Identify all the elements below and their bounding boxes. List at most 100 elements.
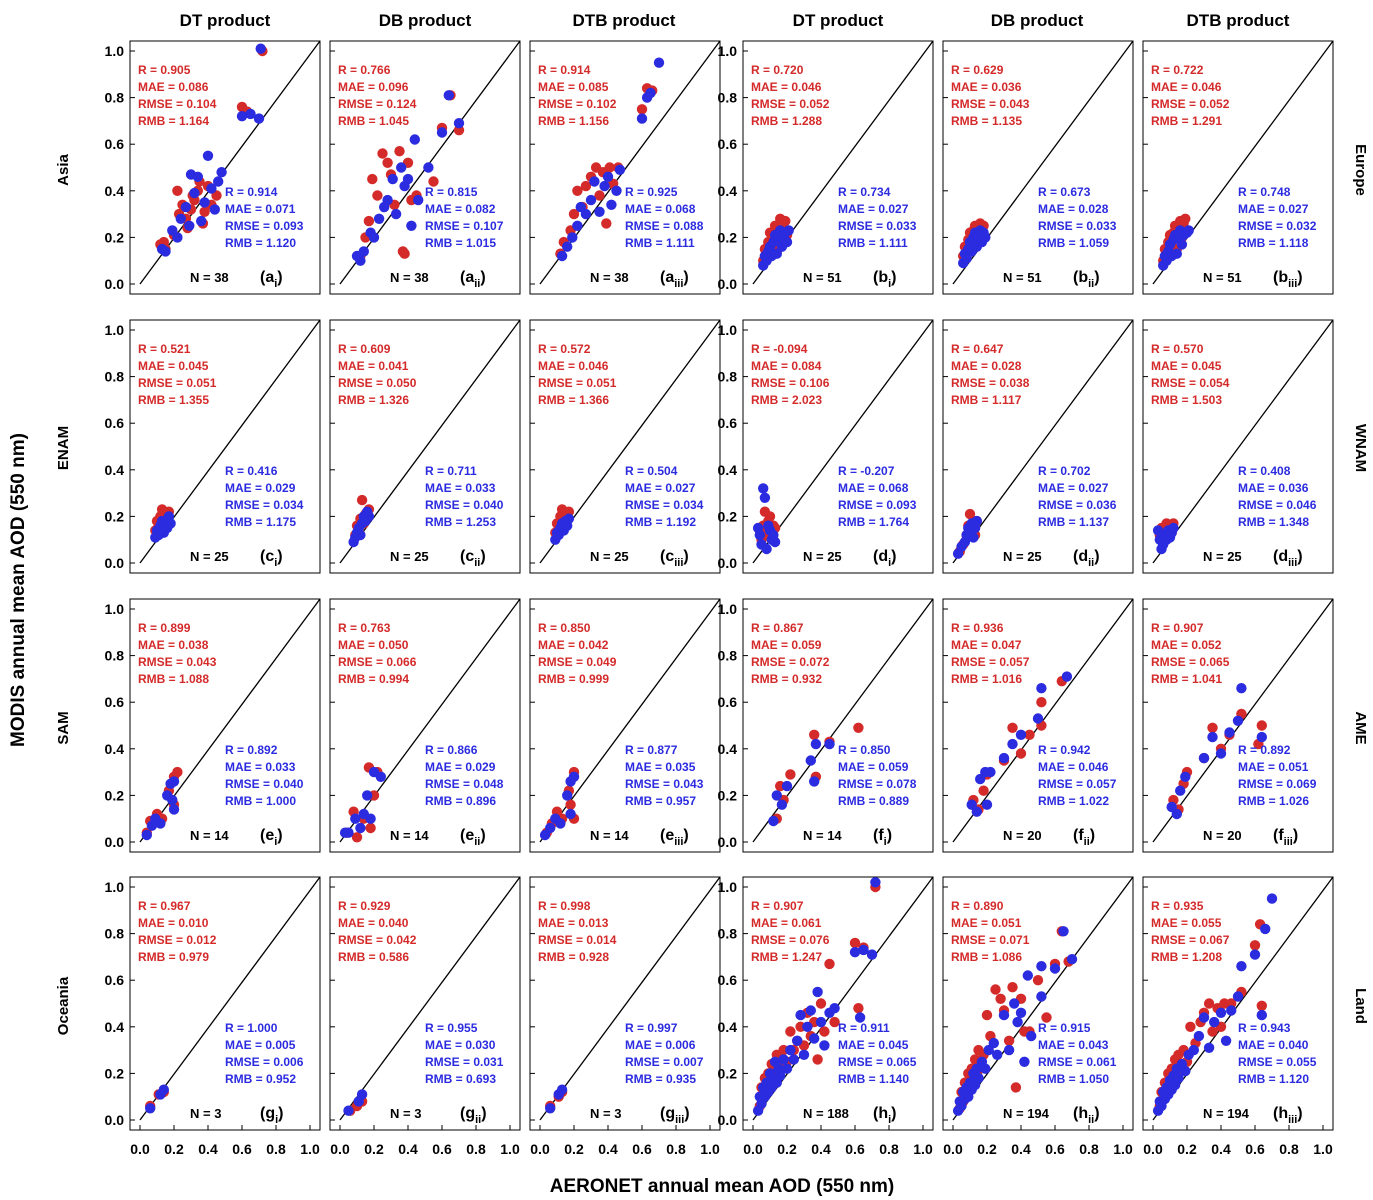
- red-point: [367, 173, 378, 185]
- blue-point: [213, 176, 224, 187]
- blue-stat-text: RMB = 1.764: [838, 515, 909, 529]
- blue-stat-text: R = 0.892: [1238, 743, 1291, 757]
- blue-point: [599, 180, 610, 192]
- blue-point: [1256, 731, 1268, 743]
- blue-point: [216, 167, 227, 178]
- one-to-one-line: [139, 876, 321, 1121]
- x-tick-label: 0.2: [364, 1141, 384, 1157]
- blue-stat-text: MAE = 0.051: [1238, 760, 1309, 774]
- red-stat-text: MAE = 0.046: [1151, 80, 1222, 94]
- panel-label: (eii): [460, 827, 486, 848]
- red-stat-text: RMSE = 0.043: [951, 97, 1030, 111]
- blue-stat-text: RMSE = 0.006: [225, 1055, 304, 1069]
- red-stat-text: R = -0.094: [751, 342, 808, 356]
- blue-stat-text: RMSE = 0.034: [625, 498, 704, 512]
- column-title: DTB product: [1187, 11, 1290, 30]
- blue-stat-text: RMSE = 0.065: [838, 1055, 917, 1069]
- red-point: [995, 993, 1006, 1004]
- red-point: [604, 162, 615, 173]
- red-stat-text: RMB = 2.023: [751, 393, 822, 407]
- blue-point: [1036, 991, 1047, 1002]
- blue-stat-text: RMB = 0.957: [625, 794, 696, 808]
- panel-frame: [1142, 40, 1334, 295]
- row-labels-left: Asia ENAM SAM Oceania: [55, 154, 72, 1036]
- blue-stat-text: R = 0.504: [625, 464, 678, 478]
- blue-point: [158, 1084, 169, 1095]
- red-stat-text: R = 0.929: [338, 899, 391, 913]
- panel-label: (ci): [260, 548, 283, 569]
- blue-point: [809, 1033, 820, 1044]
- blue-point: [565, 808, 576, 820]
- blue-point: [368, 232, 380, 243]
- blue-point: [1015, 1007, 1027, 1018]
- red-stat-text: RMB = 1.366: [538, 393, 609, 407]
- red-stat-text: R = 0.629: [951, 63, 1004, 77]
- blue-point: [355, 822, 366, 834]
- scatter-panel: 0.0 0.2 0.4 0.6 0.8 1.0 R = 0.890 MAE = 0.051 RM…: [942, 876, 1134, 1157]
- sample-count: N = 25: [1203, 549, 1242, 564]
- red-stat-text: RMSE = 0.106: [751, 376, 830, 390]
- panel-frame: [942, 40, 1134, 295]
- blue-point: [343, 1105, 354, 1116]
- red-point: [981, 1009, 993, 1021]
- x-tick-label: 0.6: [845, 1141, 865, 1157]
- sample-count: N = 38: [590, 270, 629, 285]
- scatter-panel: R = 0.763 MAE = 0.050 RMSE = 0.066 RMB = 0.…: [329, 598, 521, 853]
- x-tick-label: 0.8: [1279, 1141, 1299, 1157]
- red-stat-text: R = 0.935: [1151, 899, 1204, 913]
- red-stat-text: RMB = 1.117: [951, 393, 1022, 407]
- blue-point: [155, 818, 166, 829]
- blue-stat-text: MAE = 0.068: [838, 481, 909, 495]
- y-tick-label: 0.0: [105, 1112, 125, 1128]
- blue-point: [1036, 961, 1047, 972]
- blue-stat-text: RMB = 1.120: [225, 236, 296, 250]
- blue-point: [1209, 1016, 1220, 1028]
- red-point: [172, 766, 183, 778]
- red-stat-text: MAE = 0.084: [751, 359, 822, 373]
- panel-frame: [329, 319, 521, 574]
- row-label: WNAM: [1352, 424, 1369, 472]
- blue-point: [545, 1103, 556, 1114]
- blue-point: [1012, 1016, 1023, 1028]
- blue-stat-text: RMB = 0.889: [838, 794, 909, 808]
- sample-count: N = 38: [390, 270, 429, 285]
- blue-point: [562, 241, 573, 252]
- panels-grid: 0.0 0.2 0.4 0.6 0.8 1.0 R = 0.905 MAE = 0.086 RM…: [105, 40, 1334, 1157]
- blue-point: [971, 515, 982, 527]
- sample-count: N = 194: [1003, 1106, 1050, 1121]
- red-stat-text: RMB = 0.932: [751, 672, 822, 686]
- blue-point: [453, 118, 465, 129]
- blue-point: [783, 225, 794, 236]
- column-title: DTB product: [573, 11, 676, 30]
- blue-point: [556, 250, 568, 262]
- blue-point: [805, 1005, 816, 1016]
- x-axis-title: AERONET annual mean AOD (550 nm): [550, 1176, 895, 1197]
- blue-point: [795, 1009, 806, 1021]
- red-point: [363, 215, 375, 227]
- y-tick-label: 0.4: [105, 183, 125, 199]
- blue-point: [1061, 671, 1073, 682]
- blue-stat-text: RMB = 0.693: [425, 1072, 496, 1086]
- blue-stat-text: RMSE = 0.048: [425, 777, 504, 791]
- blue-stat-text: MAE = 0.028: [1038, 202, 1109, 216]
- blue-point: [771, 790, 782, 801]
- blue-point: [776, 799, 788, 810]
- panel-frame: [129, 319, 321, 574]
- panel-frame: [129, 876, 321, 1131]
- red-stat-text: RMSE = 0.049: [538, 655, 617, 669]
- blue-point: [998, 752, 1010, 764]
- y-tick-label: 0.2: [105, 1065, 125, 1081]
- one-to-one-line: [539, 876, 721, 1121]
- blue-point: [968, 532, 979, 543]
- y-tick-label: 0.0: [718, 555, 738, 571]
- red-stat-text: RMSE = 0.066: [338, 655, 417, 669]
- x-tick-label: 0.2: [564, 1141, 584, 1157]
- blue-point: [167, 794, 178, 806]
- y-tick-label: 0.0: [718, 834, 738, 850]
- panel-label: (fii): [1073, 827, 1095, 848]
- red-point: [815, 998, 827, 1009]
- blue-stat-text: RMB = 1.022: [1038, 794, 1109, 808]
- blue-point: [1198, 1012, 1210, 1023]
- x-tick-label: 0.2: [777, 1141, 797, 1157]
- blue-point: [1032, 713, 1044, 724]
